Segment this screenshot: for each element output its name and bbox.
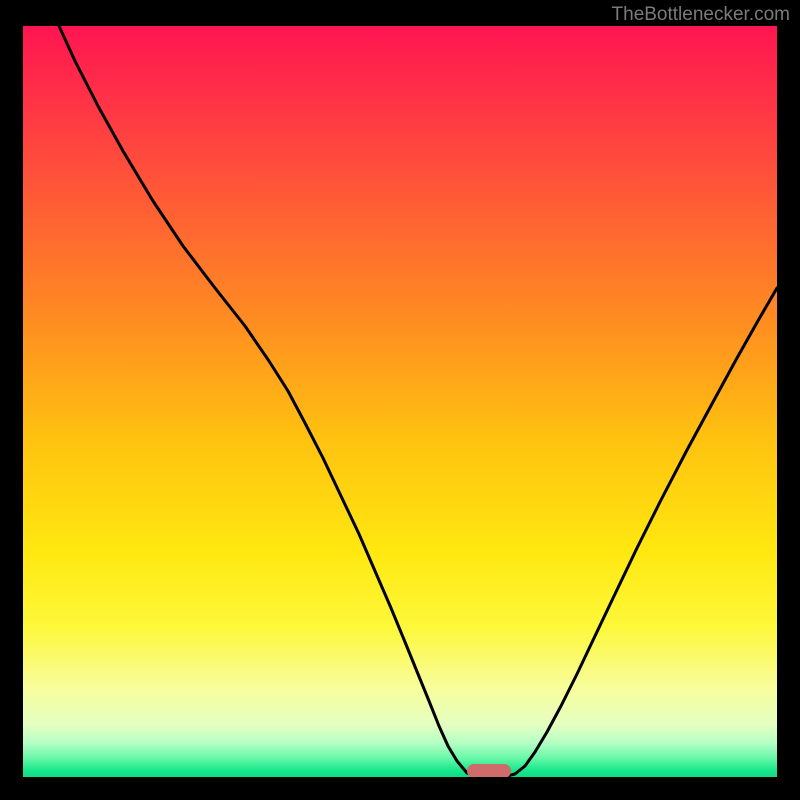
bottleneck-chart (23, 26, 777, 777)
chart-container: TheBottlenecker.com (0, 0, 800, 800)
watermark-text: TheBottlenecker.com (612, 4, 790, 26)
gradient-background (23, 26, 777, 777)
optimal-marker (467, 764, 511, 777)
